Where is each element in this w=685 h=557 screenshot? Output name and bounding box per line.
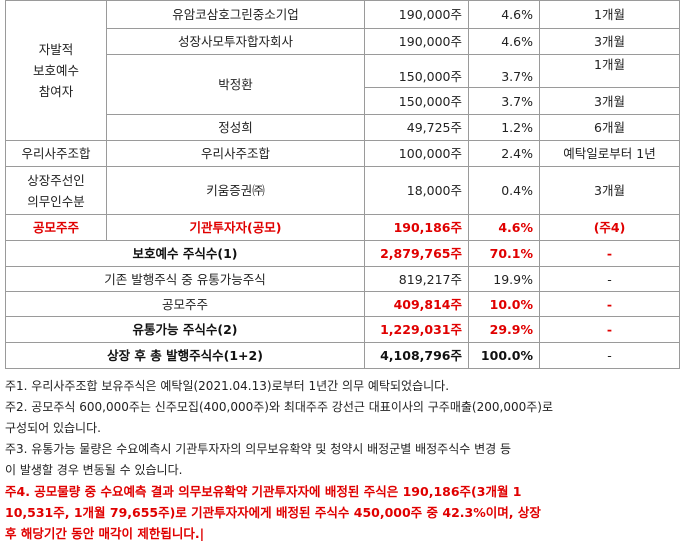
- holder-name: 기관투자자(공모): [106, 214, 365, 241]
- period-cell: -: [539, 316, 680, 343]
- table-row: 성장사모투자합자회사 190,000주 4.6% 3개월: [6, 28, 680, 55]
- footnote-line: 주4. 공모물량 중 수요예측 결과 의무보유확약 기관투자자에 배정된 주식은…: [5, 484, 522, 499]
- shares-cell: 100,000주: [364, 140, 469, 167]
- table-row: 공모주주 기관투자자(공모) 190,186주 4.6% (주4): [5, 214, 680, 241]
- pct-cell: 10.0%: [468, 291, 540, 317]
- lockup-table: 자발적 보호예수 참여자 유암코삼호그린중소기업 190,000주 4.6% 1…: [5, 0, 680, 369]
- pct-cell: 1.2%: [468, 114, 540, 141]
- pct-cell: 4.6%: [468, 214, 540, 241]
- shares-cell: 4,108,796주: [364, 342, 469, 369]
- holder-name: 키움증권㈜: [106, 166, 365, 215]
- shares-cell: 1,229,031주: [364, 316, 469, 343]
- pct-cell: 3.7%: [468, 54, 540, 88]
- table-row: 유통가능 주식수(2) 1,229,031주 29.9% -: [5, 316, 680, 343]
- period-cell: 6개월: [539, 114, 680, 141]
- footnotes: 주1. 우리사주조합 보유주식은 예탁일(2021.04.13)로부터 1년간 …: [5, 376, 681, 544]
- category-cell: 우리사주조합: [5, 140, 107, 167]
- summary-label: 상장 후 총 발행주식수(1+2): [5, 342, 365, 369]
- shares-cell: 190,000주: [364, 28, 469, 55]
- summary-label: 공모주주: [5, 291, 365, 317]
- period-cell: 1개월: [539, 0, 680, 29]
- period-cell: (주4): [539, 214, 680, 241]
- category-line: 참여자: [38, 84, 74, 99]
- category-cell: 공모주주: [5, 214, 107, 241]
- period-cell: 1개월: [539, 54, 680, 88]
- shares-cell: 190,000주: [364, 0, 469, 29]
- shares-cell: 819,217주: [364, 266, 469, 292]
- category-line: 자발적: [38, 42, 74, 57]
- pct-cell: 4.6%: [468, 28, 540, 55]
- table-row: 기존 발행주식 중 유통가능주식 819,217주 19.9% -: [5, 266, 680, 292]
- shares-cell: 150,000주: [364, 54, 469, 88]
- pct-cell: 0.4%: [468, 166, 540, 215]
- pct-cell: 3.7%: [468, 87, 540, 115]
- category-cell: 자발적 보호예수 참여자: [5, 0, 107, 141]
- period-cell: 3개월: [539, 28, 680, 55]
- pct-cell: 2.4%: [468, 140, 540, 167]
- pct-cell: 29.9%: [468, 316, 540, 343]
- footnote-line: 주1. 우리사주조합 보유주식은 예탁일(2021.04.13)로부터 1년간 …: [5, 379, 450, 393]
- table-row: 공모주주 409,814주 10.0% -: [5, 291, 680, 317]
- category-line: 보호예수: [32, 63, 79, 78]
- summary-label: 보호예수 주식수(1): [5, 240, 365, 267]
- period-cell: -: [539, 240, 680, 267]
- period-cell: -: [539, 342, 680, 369]
- holder-name: 성장사모투자합자회사: [106, 28, 365, 55]
- footnote-line: 후 해당기간 동안 매각이 제한됩니다.|: [5, 526, 205, 541]
- shares-cell: 18,000주: [364, 166, 469, 215]
- summary-label: 유통가능 주식수(2): [5, 316, 365, 343]
- table-row: 정성희 49,725주 1.2% 6개월: [6, 114, 680, 141]
- summary-label: 기존 발행주식 중 유통가능주식: [5, 266, 365, 292]
- table-row: 상장주선인 의무인수분 키움증권㈜ 18,000주 0.4% 3개월: [5, 166, 680, 215]
- shares-cell: 2,879,765주: [364, 240, 469, 267]
- table-row: 보호예수 주식수(1) 2,879,765주 70.1% -: [5, 240, 680, 267]
- shares-cell: 150,000주: [364, 87, 469, 115]
- footnote-line: 이 발생할 경우 변동될 수 있습니다.: [5, 463, 183, 477]
- period-cell: 3개월: [539, 166, 680, 215]
- table-row: 상장 후 총 발행주식수(1+2) 4,108,796주 100.0% -: [5, 342, 680, 369]
- category-cell: 상장주선인 의무인수분: [5, 166, 107, 215]
- period-cell: -: [539, 291, 680, 317]
- period-cell: 3개월: [539, 87, 680, 115]
- holder-name: 유암코삼호그린중소기업: [106, 0, 365, 29]
- pct-cell: 100.0%: [468, 342, 540, 369]
- category-line: 의무인수분: [27, 193, 85, 209]
- pct-cell: 19.9%: [468, 266, 540, 292]
- table-row: 박정환 150,000주 3.7% 1개월: [6, 54, 680, 115]
- shares-cell: 409,814주: [364, 291, 469, 317]
- shares-cell: 49,725주: [364, 114, 469, 141]
- pct-cell: 70.1%: [468, 240, 540, 267]
- footnote-line: 주3. 유통가능 물량은 수요예측시 기관투자자의 의무보유확약 및 청약시 배…: [5, 442, 512, 456]
- holder-name: 박정환: [106, 54, 365, 115]
- footnote-line: 구성되어 있습니다.: [5, 421, 101, 435]
- table-row: 우리사주조합 우리사주조합 100,000주 2.4% 예탁일로부터 1년: [5, 140, 680, 167]
- table-row: 150,000주 3.7% 3개월: [6, 87, 680, 115]
- period-cell: -: [539, 266, 680, 292]
- holder-name: 정성희: [106, 114, 365, 141]
- footnote-line: 주2. 공모주식 600,000주는 신주모집(400,000주)와 최대주주 …: [5, 400, 553, 414]
- table-row: 자발적 보호예수 참여자 유암코삼호그린중소기업 190,000주 4.6% 1…: [5, 0, 680, 141]
- holder-name: 우리사주조합: [106, 140, 365, 167]
- category-line: 상장주선인: [27, 172, 85, 188]
- footnote-line: 10,531주, 1개월 79,655주)로 기관투자자에게 배정된 주식수 4…: [5, 505, 541, 520]
- period-cell: 예탁일로부터 1년: [539, 140, 680, 167]
- shares-cell: 190,186주: [364, 214, 469, 241]
- pct-cell: 4.6%: [468, 0, 540, 29]
